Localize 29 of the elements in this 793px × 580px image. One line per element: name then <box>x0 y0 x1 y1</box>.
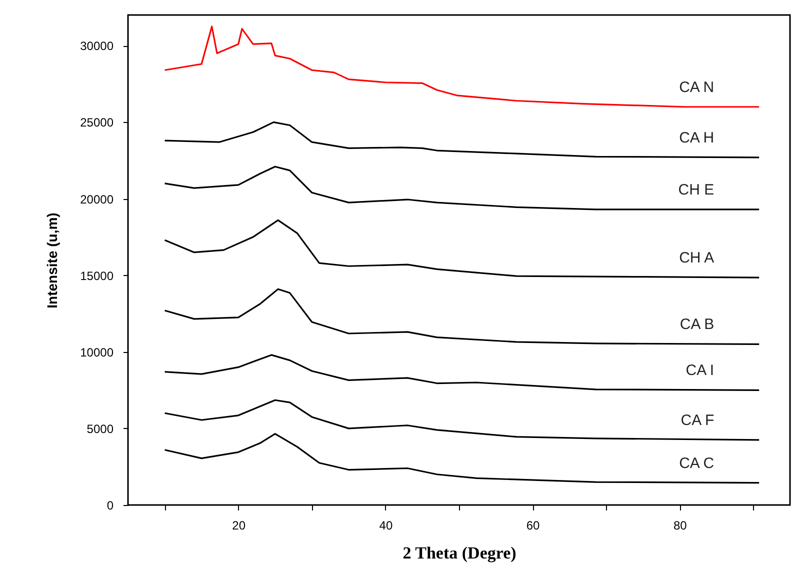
x-axis-title: 2 Theta (Degre) <box>402 544 516 562</box>
series-label: CA I <box>686 362 714 380</box>
y-tick-label: 0 <box>106 498 114 512</box>
line-series <box>164 354 760 391</box>
series-label: CA C <box>679 454 714 472</box>
line-series <box>164 26 760 108</box>
x-tick-label: 40 <box>379 518 393 532</box>
y-tick-label: 5000 <box>86 422 114 436</box>
y-tick-label: 25000 <box>80 116 114 130</box>
line-series <box>164 219 760 278</box>
line-series <box>164 166 760 210</box>
series-label: CH A <box>679 250 714 267</box>
line-series <box>164 432 760 484</box>
y-tick-label: 15000 <box>80 268 114 283</box>
y-tick-label: 30000 <box>80 39 114 54</box>
series-label: CA N <box>679 78 714 96</box>
x-tick-label: 80 <box>673 518 688 532</box>
x-tick-label: 60 <box>526 518 540 532</box>
series-label: CH E <box>678 181 714 198</box>
line-series <box>164 121 760 158</box>
line-series <box>164 399 760 441</box>
y-axis-title: Intensite (u,m) <box>44 212 60 308</box>
line-series <box>164 288 760 346</box>
y-tick-label: 10000 <box>80 345 114 360</box>
y-tick-label: 20000 <box>80 192 114 206</box>
series-label: CA H <box>679 129 714 146</box>
series-label: CA B <box>680 316 714 334</box>
x-tick-label: 20 <box>232 518 246 532</box>
series-label: CA F <box>680 412 714 429</box>
